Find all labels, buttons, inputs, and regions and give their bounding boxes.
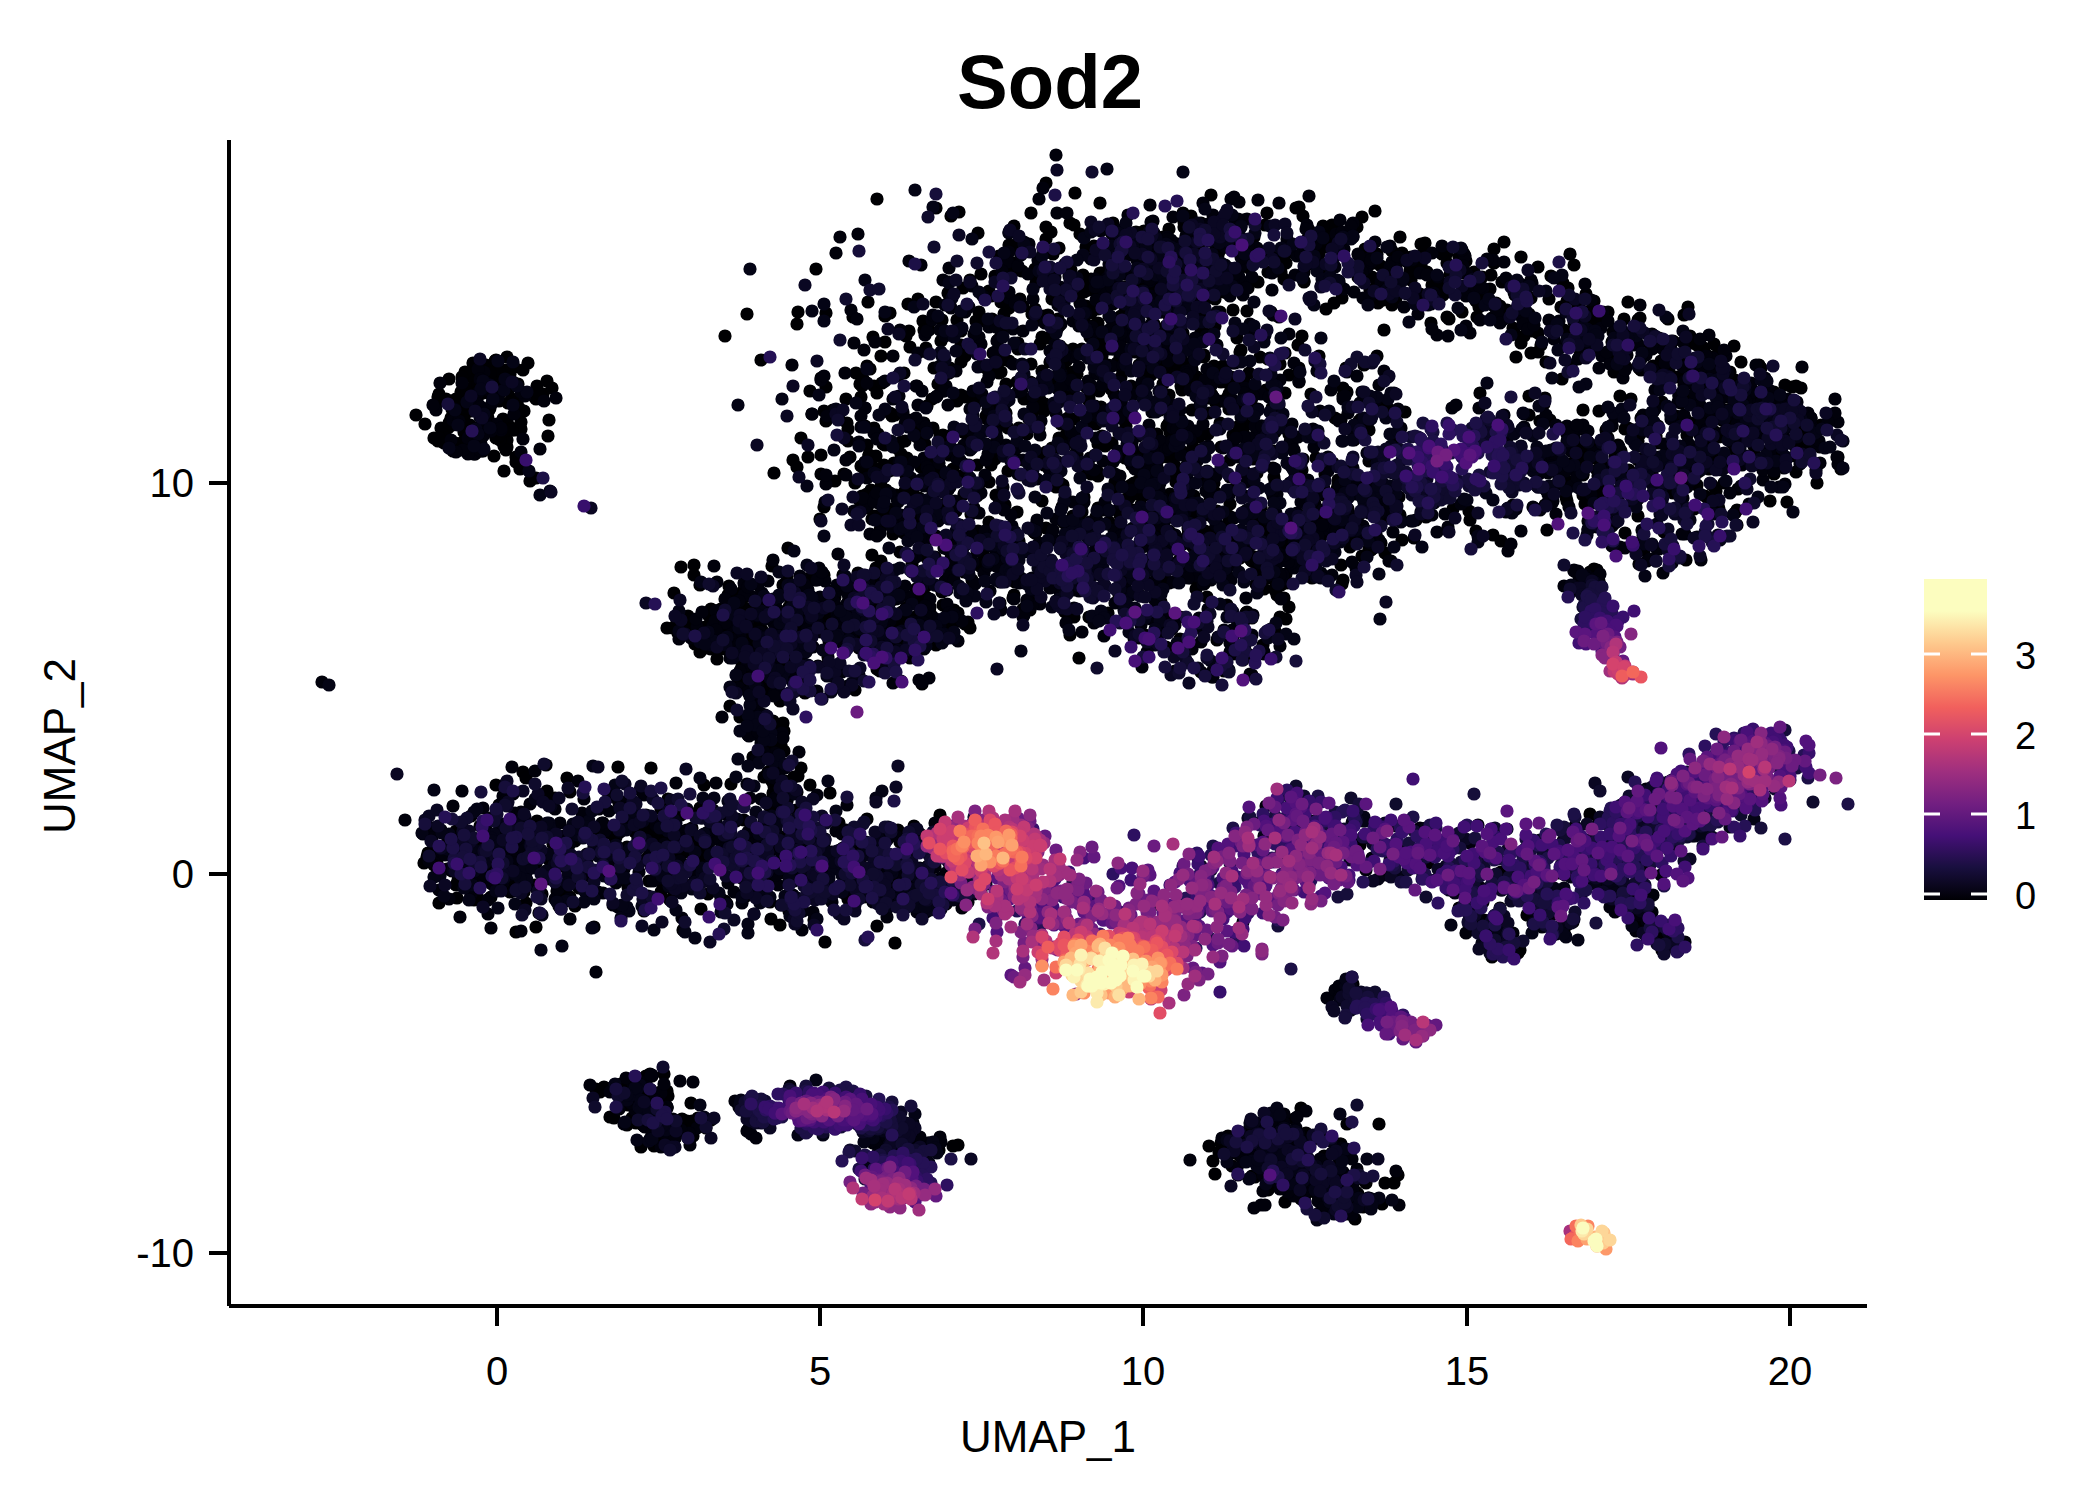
svg-text:-10: -10 [136, 1231, 194, 1275]
svg-text:2: 2 [2015, 715, 2036, 757]
svg-text:0: 0 [486, 1349, 508, 1393]
svg-text:15: 15 [1445, 1349, 1490, 1393]
svg-text:5: 5 [809, 1349, 831, 1393]
svg-text:UMAP_2: UMAP_2 [35, 658, 84, 834]
svg-text:0: 0 [2015, 875, 2036, 917]
svg-text:1: 1 [2015, 795, 2036, 837]
svg-text:0: 0 [172, 852, 194, 896]
svg-text:20: 20 [1768, 1349, 1813, 1393]
svg-text:UMAP_1: UMAP_1 [960, 1412, 1136, 1461]
svg-text:10: 10 [1121, 1349, 1166, 1393]
svg-text:3: 3 [2015, 635, 2036, 677]
svg-text:10: 10 [150, 461, 195, 505]
